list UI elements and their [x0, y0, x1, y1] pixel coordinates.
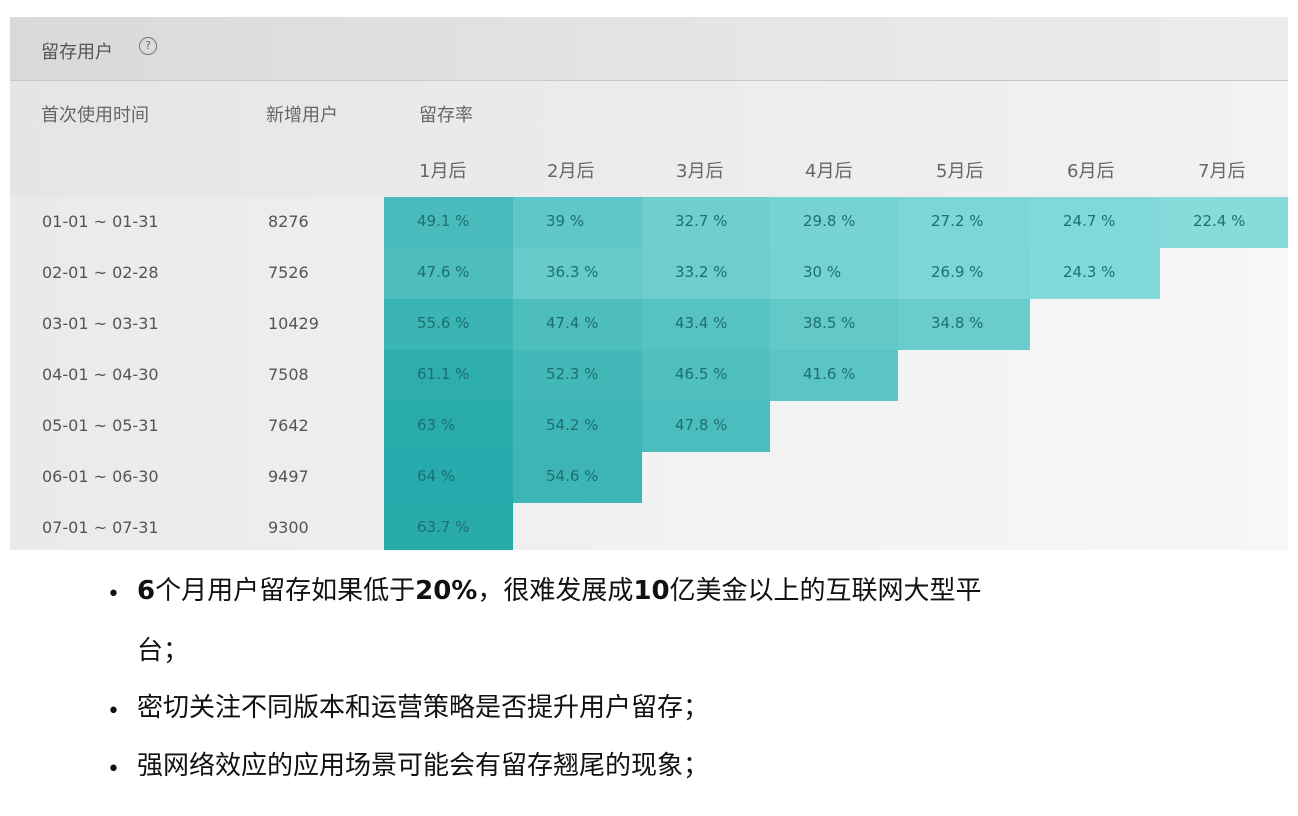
retention-value: 63 %: [417, 416, 456, 434]
cohort-range: 01-01 ~ 01-31: [42, 212, 159, 231]
retention-cell: 24.7 %: [1030, 197, 1160, 248]
retention-value: 46.5 %: [675, 365, 728, 383]
cohort-range: 02-01 ~ 02-28: [42, 263, 159, 282]
new-users-count: 10429: [268, 314, 319, 333]
table-row: 05-01 ~ 05-31 7642 63 % 54.2 % 47.8 %: [10, 401, 1288, 452]
retention-value: 38.5 %: [803, 314, 856, 332]
retention-cell: 38.5 %: [770, 299, 898, 350]
retention-value: 34.8 %: [931, 314, 984, 332]
new-users-count: 8276: [268, 212, 309, 231]
retention-value: 24.7 %: [1063, 212, 1116, 230]
month-header: 5月后: [936, 161, 984, 182]
retention-value: 47.4 %: [546, 314, 599, 332]
cohort-range: 06-01 ~ 06-30: [42, 467, 159, 486]
retention-value: 47.8 %: [675, 416, 728, 434]
retention-value: 41.6 %: [803, 365, 856, 383]
retention-value: 29.8 %: [803, 212, 856, 230]
new-users-count: 7526: [268, 263, 309, 282]
cohort-range: 07-01 ~ 07-31: [42, 518, 159, 537]
month-header: 7月后: [1198, 161, 1246, 182]
retention-cell: 46.5 %: [642, 350, 770, 401]
retention-cell: 27.2 %: [898, 197, 1030, 248]
retention-cell: 43.4 %: [642, 299, 770, 350]
cohort-range: 03-01 ~ 03-31: [42, 314, 159, 333]
retention-cell: 54.2 %: [513, 401, 642, 452]
table-row: 03-01 ~ 03-31 10429 55.6 % 47.4 % 43.4 % 38.5…: [10, 299, 1288, 350]
table-row: 07-01 ~ 07-31 9300 63.7 %: [10, 503, 1288, 550]
retention-cell: 47.4 %: [513, 299, 642, 350]
retention-value: 39 %: [546, 212, 585, 230]
col-retention: 留存率: [419, 105, 473, 126]
month-header: 3月后: [676, 161, 724, 182]
bullet-dot-icon: •: [107, 582, 120, 607]
cohort-range: 04-01 ~ 04-30: [42, 365, 159, 384]
cohort-range: 05-01 ~ 05-31: [42, 416, 159, 435]
month-header: 1月后: [419, 161, 467, 182]
retention-cell: 41.6 %: [770, 350, 898, 401]
retention-cell: 24.3 %: [1030, 248, 1160, 299]
bullet-dot-icon: •: [107, 699, 120, 724]
new-users-count: 7508: [268, 365, 309, 384]
retention-cell: 26.9 %: [898, 248, 1030, 299]
retention-value: 22.4 %: [1193, 212, 1246, 230]
retention-table-body: 01-01 ~ 01-31 8276 49.1 % 39 % 32.7 % 29.8 % 2…: [10, 197, 1288, 550]
retention-value: 32.7 %: [675, 212, 728, 230]
retention-value: 30 %: [803, 263, 842, 281]
retention-cell: 63 %: [384, 401, 513, 452]
retention-cell: 61.1 %: [384, 350, 513, 401]
retention-cell: 63.7 %: [384, 503, 513, 550]
retention-value: 26.9 %: [931, 263, 984, 281]
retention-value: 49.1 %: [417, 212, 470, 230]
table-row: 04-01 ~ 04-30 7508 61.1 % 52.3 % 46.5 % 41.6 …: [10, 350, 1288, 401]
table-header: 首次使用时间 新增用户 留存率 1月后 2月后 3月后 4月后 5月后 6月后 …: [10, 81, 1288, 197]
question-circle-icon[interactable]: ?: [139, 37, 157, 55]
retention-cell: 30 %: [770, 248, 898, 299]
retention-value: 24.3 %: [1063, 263, 1116, 281]
retention-value: 36.3 %: [546, 263, 599, 281]
retention-value: 54.6 %: [546, 467, 599, 485]
new-users-count: 9300: [268, 518, 309, 537]
retention-value: 55.6 %: [417, 314, 470, 332]
retention-cell: 33.2 %: [642, 248, 770, 299]
retention-value: 52.3 %: [546, 365, 599, 383]
retention-cell: 47.8 %: [642, 401, 770, 452]
col-first-use: 首次使用时间: [41, 105, 149, 126]
table-row: 02-01 ~ 02-28 7526 47.6 % 36.3 % 33.2 % 30 % 2…: [10, 248, 1288, 299]
table-row: 01-01 ~ 01-31 8276 49.1 % 39 % 32.7 % 29.8 % 2…: [10, 197, 1288, 248]
col-new-users: 新增用户: [266, 105, 338, 126]
new-users-count: 7642: [268, 416, 309, 435]
table-row: 06-01 ~ 06-30 9497 64 % 54.6 %: [10, 452, 1288, 503]
retention-cell: 36.3 %: [513, 248, 642, 299]
retention-value: 27.2 %: [931, 212, 984, 230]
retention-value: 33.2 %: [675, 263, 728, 281]
month-header: 6月后: [1067, 161, 1115, 182]
retention-value: 61.1 %: [417, 365, 470, 383]
retention-value: 43.4 %: [675, 314, 728, 332]
retention-cell: 29.8 %: [770, 197, 898, 248]
retention-value: 47.6 %: [417, 263, 470, 281]
new-users-count: 9497: [268, 467, 309, 486]
retention-cell: 47.6 %: [384, 248, 513, 299]
retention-cell: 64 %: [384, 452, 513, 503]
retention-cell: 49.1 %: [384, 197, 513, 248]
retention-cell: 54.6 %: [513, 452, 642, 503]
retention-value: 63.7 %: [417, 518, 470, 536]
retention-cell: 22.4 %: [1160, 197, 1288, 248]
retention-value: 64 %: [417, 467, 456, 485]
retention-cell: 34.8 %: [898, 299, 1030, 350]
month-header: 2月后: [547, 161, 595, 182]
retention-panel: 留存用户 ? 首次使用时间 新增用户 留存率 1月后 2月后 3月后 4月后 5…: [10, 17, 1288, 550]
retention-cell: 32.7 %: [642, 197, 770, 248]
retention-cell: 52.3 %: [513, 350, 642, 401]
retention-value: 54.2 %: [546, 416, 599, 434]
retention-cell: 55.6 %: [384, 299, 513, 350]
month-header: 4月后: [805, 161, 853, 182]
bullet-dot-icon: •: [107, 757, 120, 782]
retention-cell: 39 %: [513, 197, 642, 248]
panel-header: 留存用户 ?: [10, 17, 1288, 81]
panel-title: 留存用户: [41, 42, 113, 63]
